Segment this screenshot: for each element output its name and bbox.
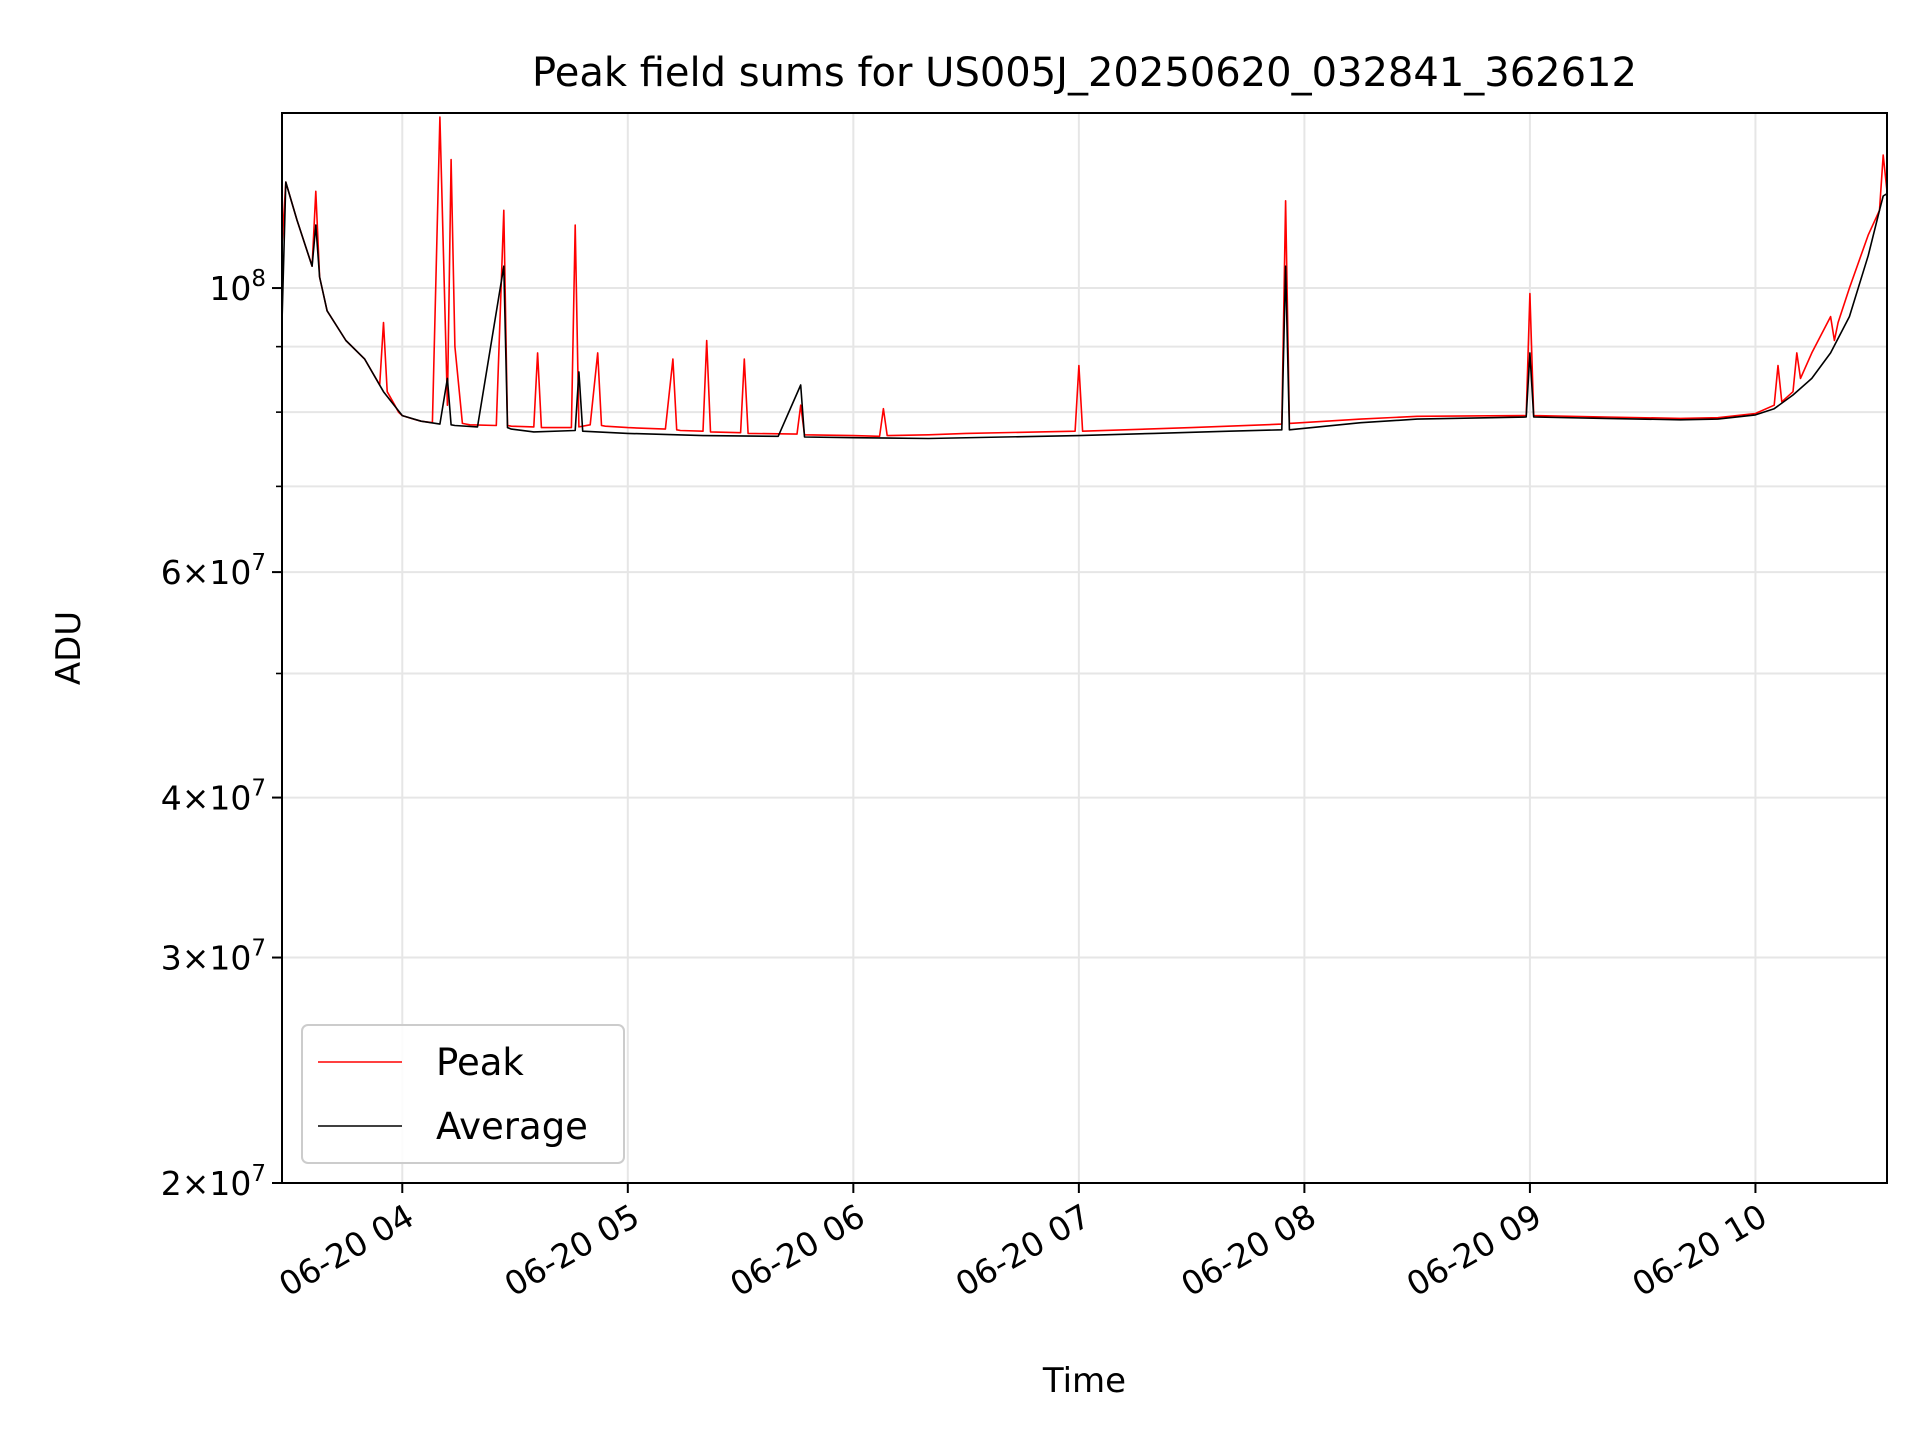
series-line-peak xyxy=(282,116,1887,438)
y-tick-exponent: 7 xyxy=(251,776,266,802)
y-tick-label: 108 xyxy=(209,266,266,308)
y-tick-base: 10 xyxy=(209,269,251,308)
y-tick-label: 4×107 xyxy=(161,776,266,818)
y-tick-exponent: 7 xyxy=(251,1161,266,1187)
y-tick-times: × xyxy=(182,1164,210,1203)
plot-series xyxy=(282,116,1887,440)
plot-frame xyxy=(281,112,1888,1184)
x-tick-label: 06-20 06 xyxy=(723,1196,871,1304)
y-tick-base: 10 xyxy=(209,939,251,978)
y-tick-label: 3×107 xyxy=(161,936,266,978)
y-tick-exponent: 7 xyxy=(251,936,266,962)
y-tick-mantissa: 4 xyxy=(161,779,182,818)
y-tick-label: 2×107 xyxy=(161,1161,266,1203)
y-tick-exponent: 8 xyxy=(251,266,266,292)
y-tick-times: × xyxy=(182,779,210,818)
x-tick-label: 06-20 10 xyxy=(1625,1196,1773,1304)
legend-label-peak: Peak xyxy=(436,1041,524,1084)
legend: Peak Average xyxy=(301,1024,625,1164)
chart-title: Peak field sums for US005J_20250620_0328… xyxy=(532,50,1637,96)
x-tick-label: 06-20 07 xyxy=(949,1196,1097,1304)
legend-box xyxy=(301,1024,625,1164)
series-line-average xyxy=(282,181,1887,440)
grid-lines xyxy=(282,113,1887,1183)
y-tick-mantissa: 3 xyxy=(161,939,182,978)
x-tick-label: 06-20 05 xyxy=(498,1196,646,1304)
y-tick-exponent: 7 xyxy=(251,550,266,576)
x-tick-label: 06-20 09 xyxy=(1400,1196,1548,1304)
y-tick-mantissa: 6 xyxy=(161,553,182,592)
y-tick-label: 6×107 xyxy=(161,550,266,592)
x-axis-label: Time xyxy=(1042,1361,1126,1401)
y-tick-mantissa: 2 xyxy=(161,1164,182,1203)
y-axis-label: ADU xyxy=(49,611,89,685)
y-tick-times: × xyxy=(182,939,210,978)
x-axis-ticks: 06-20 04 06-20 05 06-20 06 06-20 07 06-20 08… xyxy=(272,1183,1773,1304)
y-tick-base: 10 xyxy=(209,779,251,818)
x-tick-label: 06-20 04 xyxy=(272,1196,420,1304)
y-tick-times: × xyxy=(182,553,210,592)
y-tick-base: 10 xyxy=(209,553,251,592)
x-tick-label: 06-20 08 xyxy=(1174,1196,1322,1304)
legend-label-average: Average xyxy=(436,1105,588,1148)
y-tick-base: 10 xyxy=(209,1164,251,1203)
